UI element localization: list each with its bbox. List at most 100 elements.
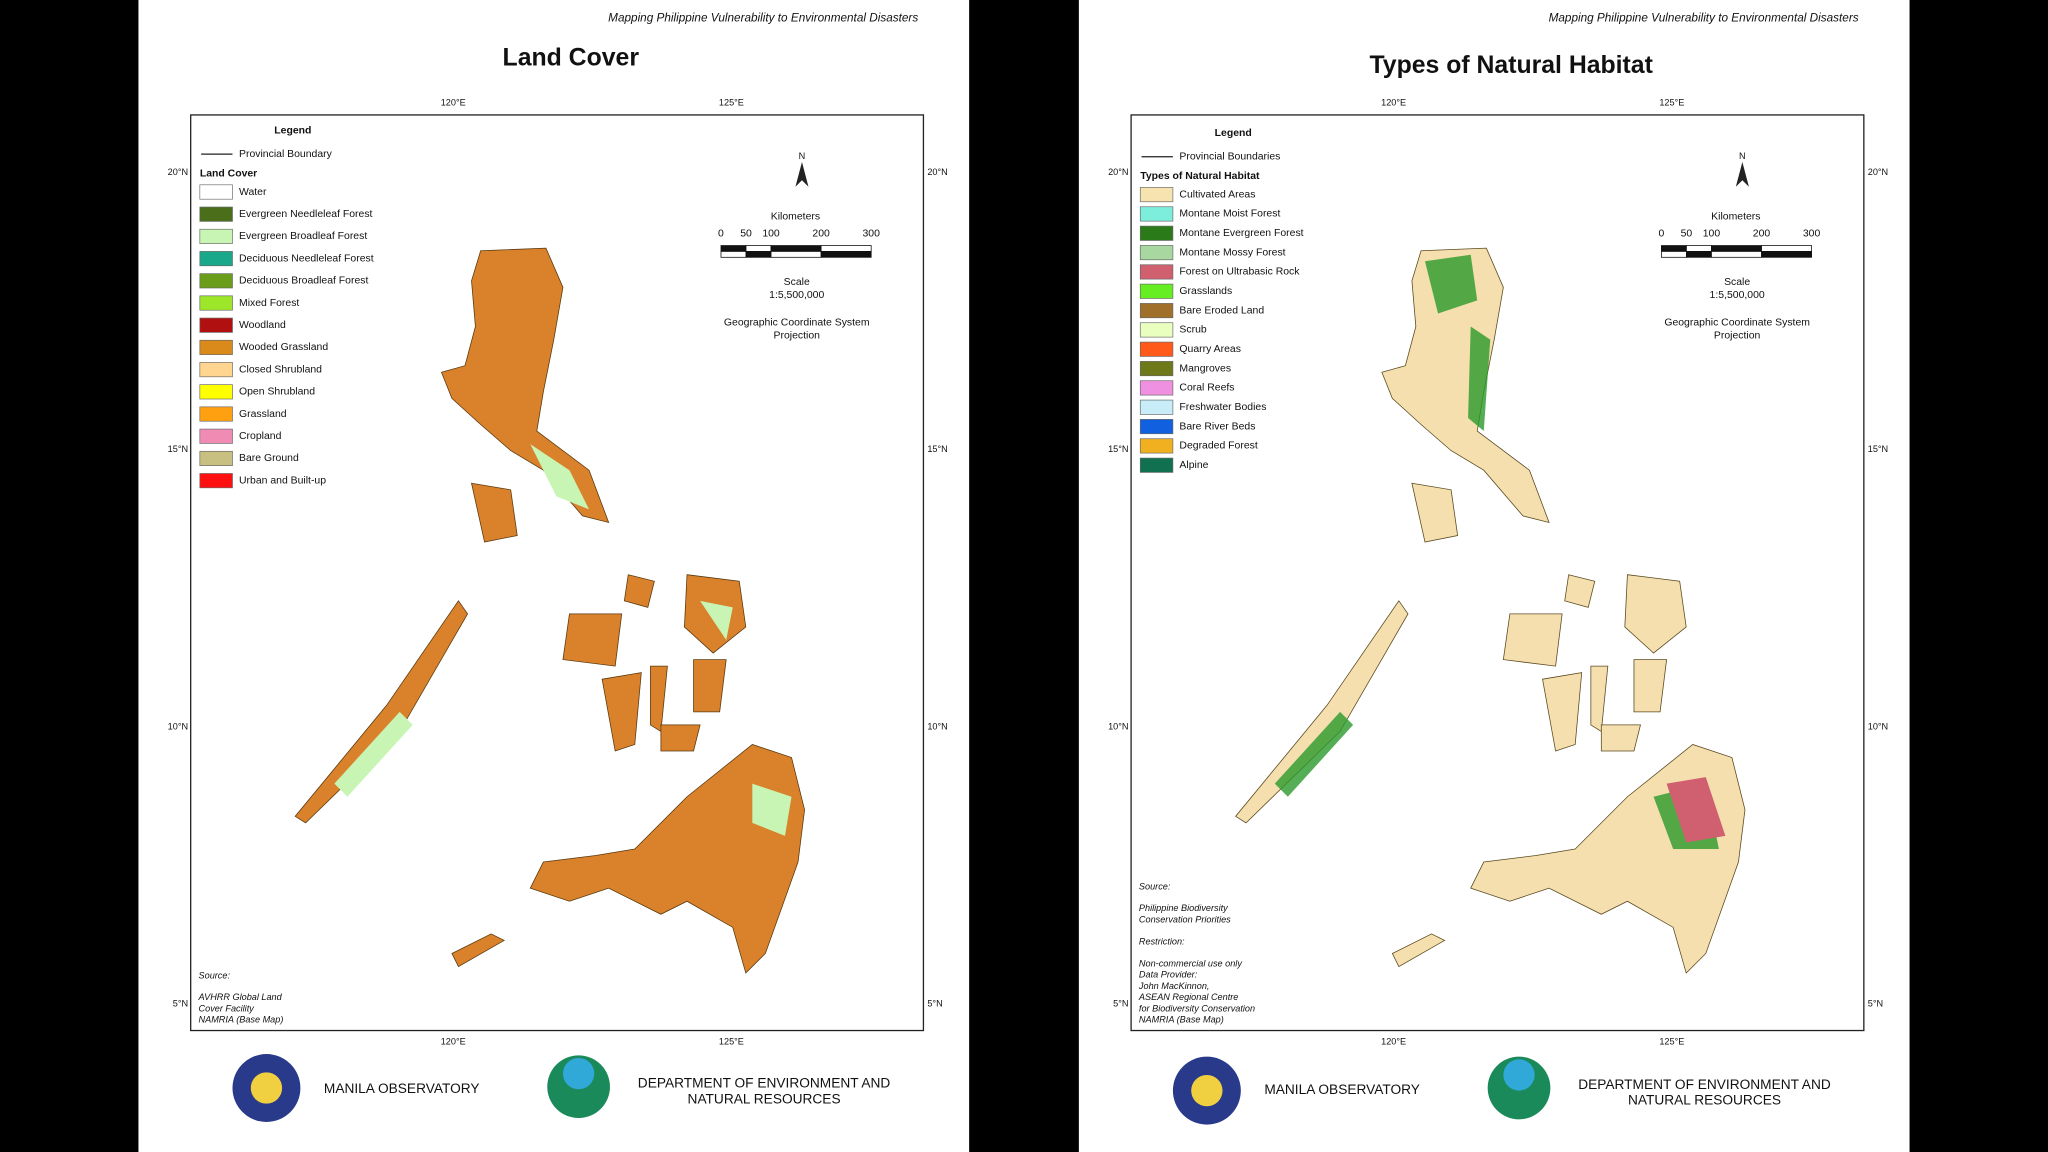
legend-label: Forest on Ultrabasic Rock (1179, 267, 1300, 278)
legend-label: Coral Reefs (1179, 383, 1234, 394)
observatory-logo (250, 1072, 283, 1104)
legend-swatch (1139, 187, 1174, 203)
legend-swatch (1139, 206, 1174, 222)
scale-segment (820, 251, 872, 258)
legend-label: Urban and Built-up (239, 475, 326, 486)
note-line: NAMRIA (Base Map) (1139, 1015, 1224, 1025)
denr-logo (1503, 1059, 1535, 1091)
legend-label: Evergreen Needleleaf Forest (239, 209, 373, 220)
panel-background (138, 0, 970, 1152)
lat-label: 10°N (1108, 721, 1128, 731)
lon-label: 120°E (1381, 1037, 1406, 1047)
scale-tick-label: 0 (718, 229, 724, 240)
legend-label: Evergreen Broadleaf Forest (239, 231, 367, 242)
legend-label: Closed Shrubland (239, 364, 322, 375)
note-line: ASEAN Regional Centre (1138, 992, 1238, 1002)
legend-swatch (1139, 225, 1174, 241)
legend-swatch (199, 184, 233, 200)
legend-label: Bare River Beds (1179, 421, 1255, 432)
legend-label: Montane Mossy Forest (1179, 247, 1285, 258)
legend-swatch (199, 384, 233, 400)
legend-label: Cultivated Areas (1179, 189, 1255, 200)
lon-label: 120°E (441, 1037, 466, 1047)
legend-swatch (199, 473, 233, 489)
legend-swatch (199, 450, 233, 466)
scale-segment (1660, 251, 1687, 258)
projection: Projection (1714, 330, 1761, 341)
denr-name: NATURAL RESOURCES (1628, 1093, 1781, 1108)
scale-unit: Kilometers (1711, 212, 1760, 223)
legend-swatch (1139, 303, 1174, 319)
note-label: Restriction: (1139, 937, 1185, 947)
legend-label: Deciduous Broadleaf Forest (239, 276, 368, 287)
legend-label: Montane Moist Forest (1179, 209, 1280, 220)
crs: Geographic Coordinate System (1664, 317, 1810, 328)
lat-label: 5°N (927, 999, 942, 1009)
legend-swatch (1139, 457, 1174, 473)
scale-tick-label: 100 (1703, 229, 1721, 240)
north-label: N (799, 151, 806, 161)
legend-swatch (199, 273, 233, 289)
scale-tick-label: 300 (1803, 229, 1821, 240)
observatory-name: MANILA OBSERVATORY (1264, 1082, 1420, 1097)
note-line: Non-commercial use only (1139, 958, 1243, 968)
legend-label: Grassland (239, 409, 287, 420)
legend-label: Mixed Forest (239, 298, 299, 309)
map-patch (1666, 777, 1726, 843)
legend-label: Wooded Grassland (239, 342, 328, 353)
scale-tick-label: 200 (1753, 229, 1771, 240)
legend-swatch (199, 228, 233, 244)
lon-label: 125°E (719, 98, 744, 108)
title: Types of Natural Habitat (1369, 52, 1652, 79)
legend-swatch (1139, 419, 1174, 435)
note-line: Conservation Priorities (1139, 914, 1231, 924)
lat-label: 15°N (1108, 444, 1128, 454)
scale-segment (1761, 251, 1812, 258)
legend-swatch (199, 362, 233, 378)
lat-label: 10°N (1868, 721, 1888, 731)
panel: Mapping Philippine Vulnerability to Envi… (138, 0, 970, 1152)
title: Land Cover (503, 44, 640, 71)
legend-label: Alpine (1179, 460, 1208, 471)
scale-tick-label: 50 (740, 229, 752, 240)
lat-label: 5°N (173, 999, 188, 1009)
panel-background (1078, 0, 1910, 1152)
header: Mapping Philippine Vulnerability to Envi… (608, 11, 918, 24)
scale-tick-label: 300 (862, 229, 880, 240)
note-line: AVHRR Global Land (198, 992, 283, 1002)
note-label: Source: (1139, 882, 1171, 892)
legend-label: Provincial Boundary (239, 149, 333, 160)
legend-label: Woodland (239, 320, 286, 331)
scale-tick-label: 50 (1681, 229, 1693, 240)
denr-name: NATURAL RESOURCES (688, 1091, 841, 1106)
legend-swatch (1139, 380, 1174, 396)
legend-swatch (1139, 283, 1174, 299)
legend-label: Montane Evergreen Forest (1179, 228, 1303, 239)
lat-label: 20°N (1108, 167, 1128, 177)
note-line: Data Provider: (1139, 970, 1198, 980)
lat-label: 20°N (1868, 167, 1888, 177)
legend-swatch (1139, 322, 1174, 338)
scale-tick-label: 200 (812, 229, 830, 240)
scale-segment (745, 245, 772, 252)
note-line: NAMRIA (Base Map) (199, 1015, 284, 1025)
lat-label: 15°N (927, 444, 947, 454)
legend-title: Legend (274, 125, 311, 136)
scale-ratio: 1:5,500,000 (1710, 290, 1765, 301)
lon-label: 125°E (719, 1037, 744, 1047)
scale-segment (720, 245, 747, 252)
lat-label: 20°N (927, 167, 947, 177)
legend-section: Types of Natural Habitat (1140, 171, 1260, 182)
scale-segment (770, 245, 822, 252)
legend-label: Quarry Areas (1179, 344, 1241, 355)
scale-segment (1761, 245, 1812, 252)
lon-label: 125°E (1659, 98, 1684, 108)
note-line: Cover Facility (199, 1003, 256, 1013)
scale-segment (820, 245, 872, 252)
legend-swatch (1139, 264, 1174, 280)
legend-label: Water (239, 187, 267, 198)
legend-swatch (199, 428, 233, 444)
legend-label: Provincial Boundaries (1179, 152, 1280, 163)
scale-segment (1711, 245, 1762, 252)
